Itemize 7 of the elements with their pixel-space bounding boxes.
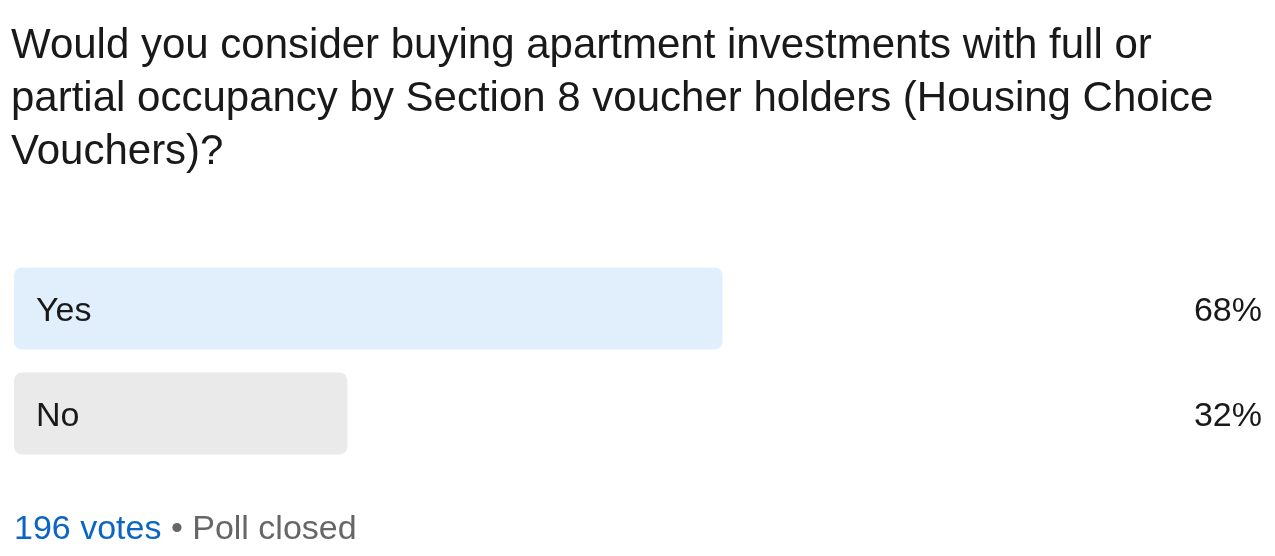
data-label: 68% (1193, 289, 1262, 328)
data-label: 32% (1193, 394, 1262, 433)
y-tick-label: No (36, 394, 80, 433)
y-tick-label: Yes (36, 289, 92, 328)
text: 196 votes (14, 508, 162, 546)
text: • Poll closed (170, 508, 357, 546)
chart-title: Would you consider buying apartment investments with full or partial occupancy by Section 8 voucher holders (Housing Choice Vouchers)? (11, 20, 1226, 173)
